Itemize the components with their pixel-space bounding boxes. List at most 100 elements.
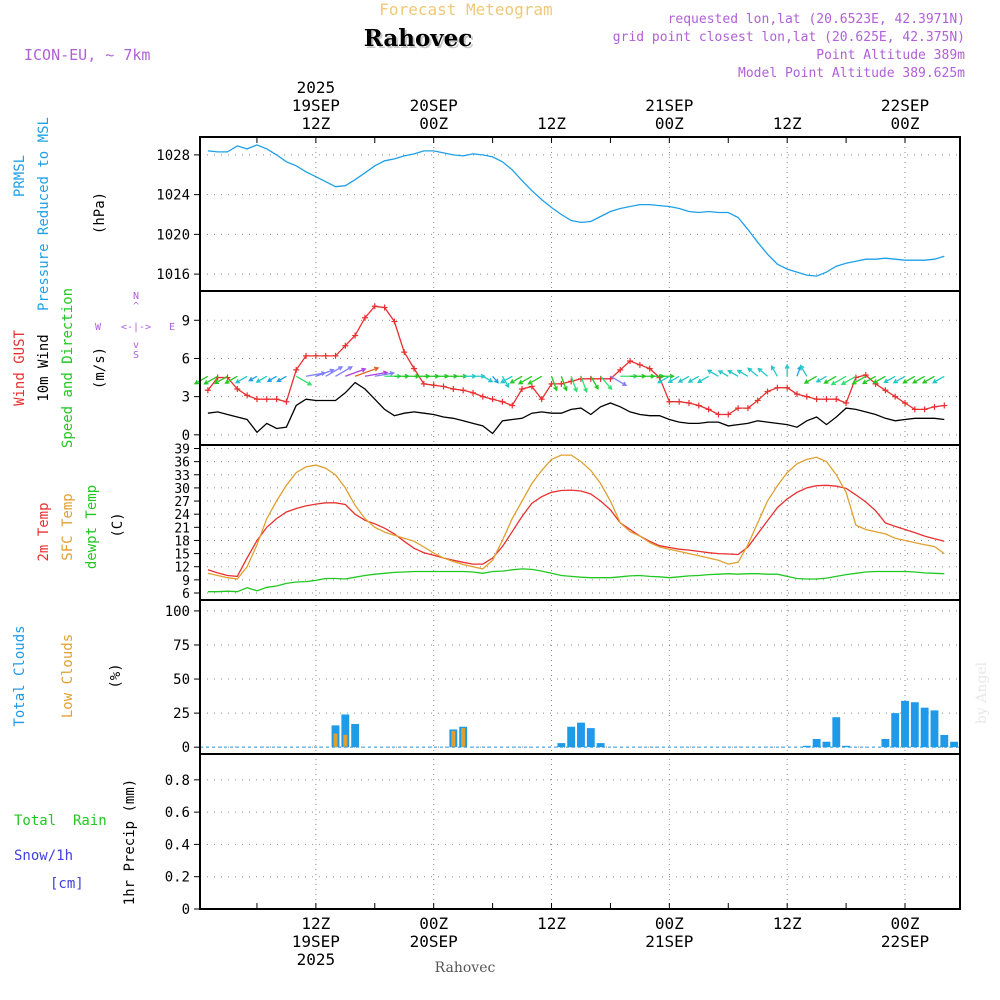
time-axis-label: 21SEP (645, 932, 693, 951)
time-axis-label: 12Z (301, 114, 330, 133)
wind-direction-arrow (815, 375, 827, 383)
wind-direction-arrow (570, 376, 578, 393)
prmsl-line (207, 144, 945, 277)
total-clouds-bar (930, 710, 939, 748)
precip-ytick-label: 0 (182, 902, 190, 918)
wind-direction-arrow (861, 375, 876, 385)
time-axis-label: 12Z (537, 114, 566, 133)
time-axis-label: 20SEP (410, 932, 458, 951)
wind-ytick-label: 3 (182, 390, 190, 406)
gust-marker (460, 387, 467, 394)
point-altitude: Point Altitude 389m (816, 48, 965, 63)
precip-ytick-label: 0.8 (165, 773, 190, 789)
clouds-unit: (%) (108, 663, 124, 688)
wind-direction-arrow (315, 368, 335, 377)
total-clouds-bar (920, 707, 929, 748)
wind-gust-line (207, 305, 945, 416)
time-axis-label: 00Z (655, 114, 684, 133)
wind-direction-arrow (295, 375, 313, 386)
total-clouds-label: Total Clouds (12, 625, 28, 726)
location-title: Rahovec (364, 25, 473, 52)
gust-marker (617, 366, 624, 373)
wind-direction-arrow (747, 367, 759, 377)
wind-direction-arrow (248, 375, 258, 382)
model-name: ICON-EU, ~ 7km (24, 46, 150, 64)
wind-direction-arrow (499, 375, 513, 384)
gust-marker (440, 383, 447, 390)
time-axis-label: 12Z (773, 114, 802, 133)
wind-direction-arrow (590, 375, 599, 390)
time-axis-label: 12Z (301, 914, 330, 933)
gust-marker (538, 396, 545, 403)
gust-marker (263, 396, 270, 403)
wind-direction-arrow (687, 375, 700, 383)
gust-marker (293, 366, 300, 373)
compass-arrow-down: v (133, 340, 139, 351)
wind-panel: Wind GUST 10m Wind Speed and Direction (… (12, 288, 175, 448)
wind-direction-arrow (659, 373, 675, 379)
wind-direction-arrow (325, 366, 344, 377)
precip-panel: Total Rain Snow/1h [cm] 1hr Precip (mm) (14, 779, 138, 905)
total-clouds-bar (832, 717, 841, 748)
wind-direction-arrow (921, 375, 935, 384)
temperature-panel: 2m Temp SFC Temp dewpt Temp (C) (36, 485, 126, 569)
gust-marker (803, 393, 810, 400)
model-altitude: Model Point Altitude 389.625m (738, 66, 965, 81)
pressure-ytick-label: 1024 (156, 188, 190, 204)
compass-arrows: <-|-> (121, 322, 151, 333)
gust-marker (882, 387, 889, 394)
clouds-ytick-label: 0 (182, 740, 190, 756)
wind-direction-arrow (823, 375, 837, 384)
time-axis-label: 2025 (297, 950, 336, 969)
gust-marker (715, 411, 722, 418)
time-axis-label: 22SEP (881, 96, 929, 115)
wind-direction-arrow (872, 375, 886, 384)
low-clouds-bar (343, 734, 348, 748)
gust-marker (509, 402, 516, 409)
total-clouds-bar (901, 700, 909, 748)
total-rain-label: Total Rain (14, 813, 107, 829)
precip-ytick-label: 0.4 (165, 837, 190, 853)
gust-marker (774, 384, 781, 391)
gust-marker (921, 406, 928, 413)
wind-direction-arrow (736, 369, 749, 377)
wind-direction-arrow (472, 373, 486, 379)
gust-marker (332, 352, 339, 359)
wind-direction-arrow (727, 369, 739, 377)
temperature-ytick-label: 39 (174, 443, 190, 458)
compass-e: E (169, 322, 175, 333)
wind-direction-arrow (509, 375, 523, 384)
gust-marker (322, 352, 329, 359)
gust-marker (548, 380, 555, 387)
credit-watermark: by Angel (974, 661, 990, 724)
2m-temp-line (207, 484, 945, 578)
gust-marker (479, 393, 486, 400)
clouds-ytick-label: 75 (173, 638, 190, 654)
gust-marker (695, 402, 702, 409)
total-clouds-bar (940, 734, 949, 748)
total-clouds-bar (586, 728, 595, 748)
precip-ytick-label: 0.6 (165, 805, 190, 821)
grid-layer (200, 137, 960, 910)
total-clouds-bar (881, 739, 890, 748)
time-axis-label: 21SEP (645, 96, 693, 115)
clouds-panel: Total Clouds Low Clouds (%) (12, 625, 124, 726)
time-axis-label: 19SEP (292, 96, 340, 115)
gust-marker (705, 406, 712, 413)
compass-w: W (95, 322, 102, 333)
wind-direction-arrow (677, 375, 690, 383)
pressure-ytick-label: 1020 (156, 227, 190, 243)
gust-marker (636, 361, 643, 368)
wind-10m-label: 10m Wind (36, 334, 52, 401)
temp-2m-label: 2m Temp (36, 502, 52, 561)
wind-direction-arrow (912, 375, 925, 384)
time-axis-label: 00Z (891, 114, 920, 133)
snow-label: Snow/1h (14, 848, 73, 864)
wind-dir-label: Speed and Direction (60, 288, 76, 448)
temperature-ytick-label: 6 (182, 587, 190, 602)
wind-direction-arrow (234, 375, 248, 384)
gust-marker (627, 358, 634, 364)
compass-n: N (133, 291, 139, 302)
